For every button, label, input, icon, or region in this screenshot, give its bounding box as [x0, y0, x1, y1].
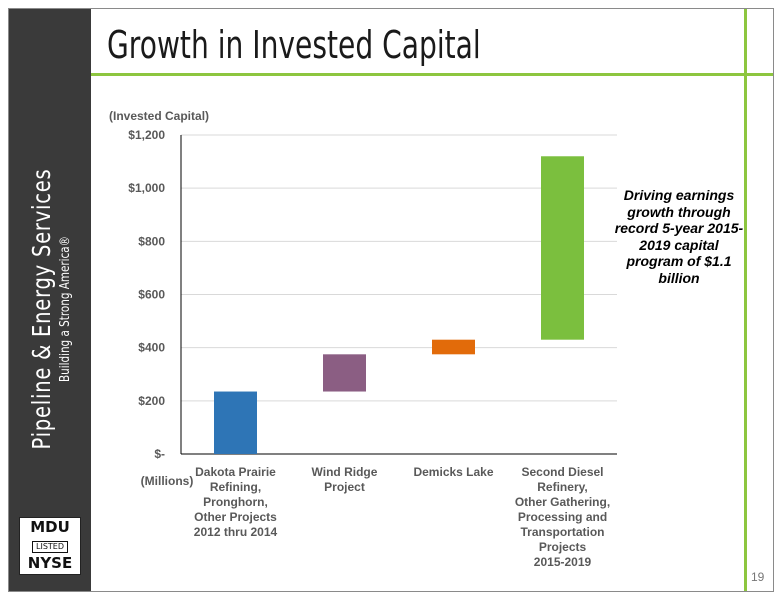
y-tick-label: $400	[138, 341, 165, 355]
y-tick-label: $800	[138, 234, 165, 248]
title-underline	[91, 73, 773, 76]
waterfall-bar	[214, 391, 257, 454]
callout-text: Driving earnings growth through record 5…	[614, 187, 744, 286]
y-tick-label: $200	[138, 394, 165, 408]
logo-ticker: MDU	[30, 518, 70, 536]
y-tick-label: $-	[154, 447, 165, 461]
division-name: Pipeline & Energy Services	[27, 168, 56, 450]
waterfall-bar	[323, 354, 366, 392]
y-tick-label: $1,000	[128, 181, 165, 195]
sidebar: Pipeline & Energy Services Building a St…	[9, 9, 91, 591]
logo-exchange: NYSE	[27, 554, 73, 572]
x-category-label: Demicks Lake	[413, 465, 493, 479]
slide: Pipeline & Energy Services Building a St…	[8, 8, 774, 592]
x-category-label: Second Diesel Refinery, Other Gathering, Pr…	[515, 465, 610, 569]
waterfall-bar	[432, 339, 475, 355]
y-axis-label: (Invested Capital)	[109, 109, 209, 123]
x-category-label: Dakota Prairie Refining, Pronghorn, Other P…	[194, 465, 278, 539]
logo-listed: LISTED	[32, 541, 68, 553]
right-accent-line	[744, 9, 747, 591]
tagline: Building a Strong America®	[58, 235, 73, 383]
mdu-nyse-logo: MDU LISTED NYSE	[19, 517, 81, 575]
x-category-label: Wind Ridge Project	[312, 465, 378, 494]
y-tick-label: $1,200	[128, 128, 165, 142]
y-tick-label: $600	[138, 288, 165, 302]
waterfall-bar	[541, 156, 584, 340]
slide-title: Growth in Invested Capital	[107, 23, 481, 67]
x-axis-label: (Millions)	[141, 474, 194, 488]
invested-capital-chart: $- $200 $400 $600 $800 $1,000 $1,200 (Invested …	[109, 109, 617, 569]
page-number: 19	[751, 570, 765, 584]
